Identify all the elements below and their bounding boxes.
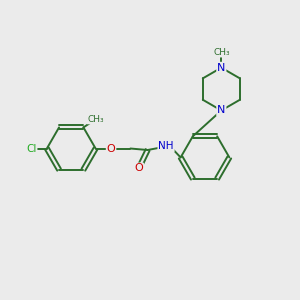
Text: N: N (217, 63, 226, 73)
Text: O: O (134, 164, 143, 173)
Text: O: O (107, 143, 116, 154)
Text: CH₃: CH₃ (213, 48, 230, 57)
Text: CH₃: CH₃ (88, 115, 104, 124)
Text: N: N (217, 106, 226, 116)
Text: NH: NH (158, 141, 174, 152)
Text: Cl: Cl (26, 143, 37, 154)
